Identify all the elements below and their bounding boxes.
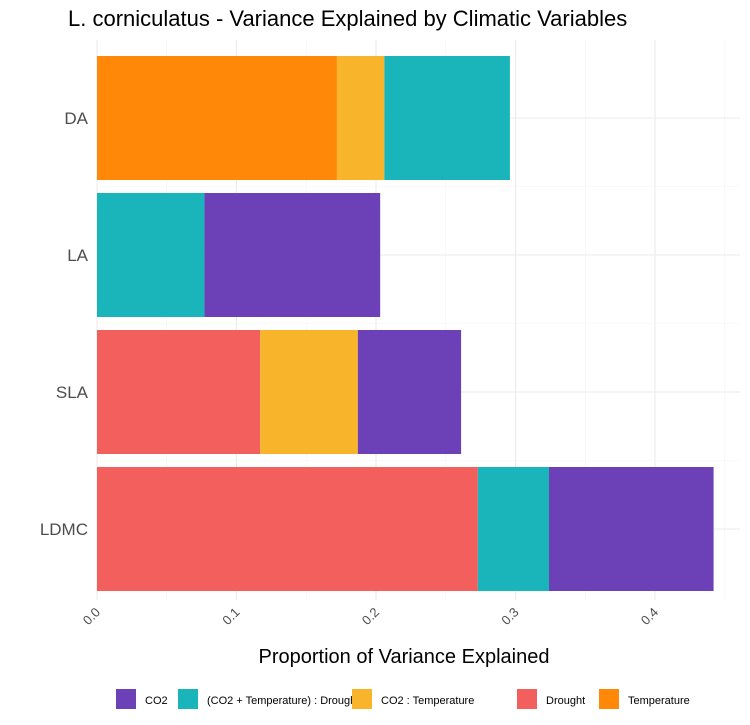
legend-label: CO2 — [145, 695, 168, 707]
bar-segment-sla-co2-temperature — [260, 330, 358, 454]
legend-key — [352, 689, 372, 709]
bar-segment-da-co2-temperature-drought — [384, 56, 510, 180]
x-tick-labels: 0.0 0.1 0.2 0.3 0.4 — [80, 605, 661, 628]
bar-segment-la-co2 — [204, 193, 381, 317]
y-tick-label: DA — [64, 109, 88, 128]
legend-key — [178, 689, 198, 709]
bar-segment-ldmc-drought — [97, 467, 478, 591]
y-tick-labels: DA LA SLA LDMC — [40, 109, 89, 539]
legend-label: Temperature — [628, 695, 690, 707]
legend: CO2 (CO2 + Temperature) : Drought CO2 : Te… — [116, 689, 690, 709]
bar-segment-sla-drought — [97, 330, 261, 454]
bar-segment-ldmc-co2 — [548, 467, 714, 591]
x-tick-label: 0.0 — [80, 605, 103, 628]
chart-title: L. corniculatus - Variance Explained by … — [68, 6, 627, 31]
bar-segment-la-co2-temperature-drought — [97, 193, 205, 317]
legend-label: Drought — [546, 695, 585, 707]
x-tick-label: 0.1 — [219, 605, 242, 628]
y-tick-label: LDMC — [40, 520, 88, 539]
bars — [97, 56, 714, 591]
legend-key — [517, 689, 537, 709]
y-tick-label: SLA — [56, 383, 89, 402]
legend-key — [116, 689, 136, 709]
bar-segment-da-temperature — [97, 56, 337, 180]
legend-label: CO2 : Temperature — [381, 695, 474, 707]
x-tick-label: 0.3 — [498, 605, 521, 628]
x-tick-label: 0.4 — [638, 605, 661, 628]
x-tick-label: 0.2 — [359, 605, 382, 628]
legend-key — [599, 689, 619, 709]
x-axis-title: Proportion of Variance Explained — [259, 646, 550, 668]
bar-segment-sla-co2 — [357, 330, 462, 454]
bar-segment-ldmc-co2-temperature-drought — [477, 467, 549, 591]
y-tick-label: LA — [67, 246, 88, 265]
legend-label: (CO2 + Temperature) : Drought — [207, 695, 359, 707]
bar-segment-da-co2-temperature — [336, 56, 385, 180]
